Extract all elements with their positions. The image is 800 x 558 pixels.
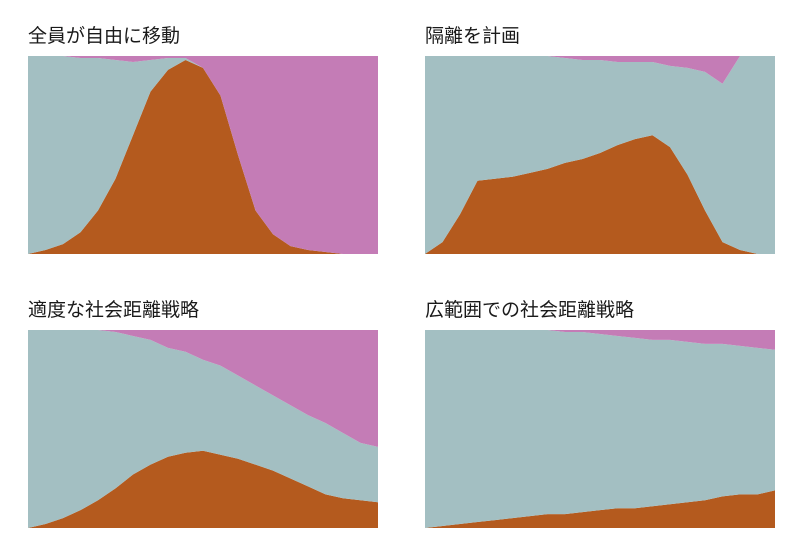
chart-title: 広範囲での社会距離戦略 xyxy=(425,299,635,321)
susceptible-area xyxy=(425,56,775,254)
stacked-area-plot xyxy=(28,330,378,528)
chart-title: 適度な社会距離戦略 xyxy=(28,299,200,321)
recovered-area xyxy=(425,56,775,84)
stacked-area-plot xyxy=(425,330,775,528)
chart-panel-extensive-distancing: 広範囲での社会距離戦略 xyxy=(425,298,775,538)
susceptible-area xyxy=(28,56,378,254)
stacked-area-plot xyxy=(28,56,378,254)
chart-panel-moderate-distancing: 適度な社会距離戦略 xyxy=(28,298,378,538)
infected-area xyxy=(28,59,378,254)
infected-area xyxy=(425,490,775,528)
chart-title: 全員が自由に移動 xyxy=(28,25,181,47)
chart-panel-quarantine: 隔離を計画 xyxy=(425,24,775,264)
recovered-area xyxy=(425,330,775,350)
chart-title: 隔離を計画 xyxy=(425,25,521,47)
recovered-area xyxy=(28,56,378,254)
stacked-area-plot xyxy=(425,56,775,254)
susceptible-area xyxy=(28,330,378,528)
chart-panel-free-movement: 全員が自由に移動 xyxy=(28,24,378,264)
infected-area xyxy=(425,135,775,254)
recovered-area xyxy=(28,330,378,447)
infected-area xyxy=(28,450,378,528)
susceptible-area xyxy=(425,330,775,528)
